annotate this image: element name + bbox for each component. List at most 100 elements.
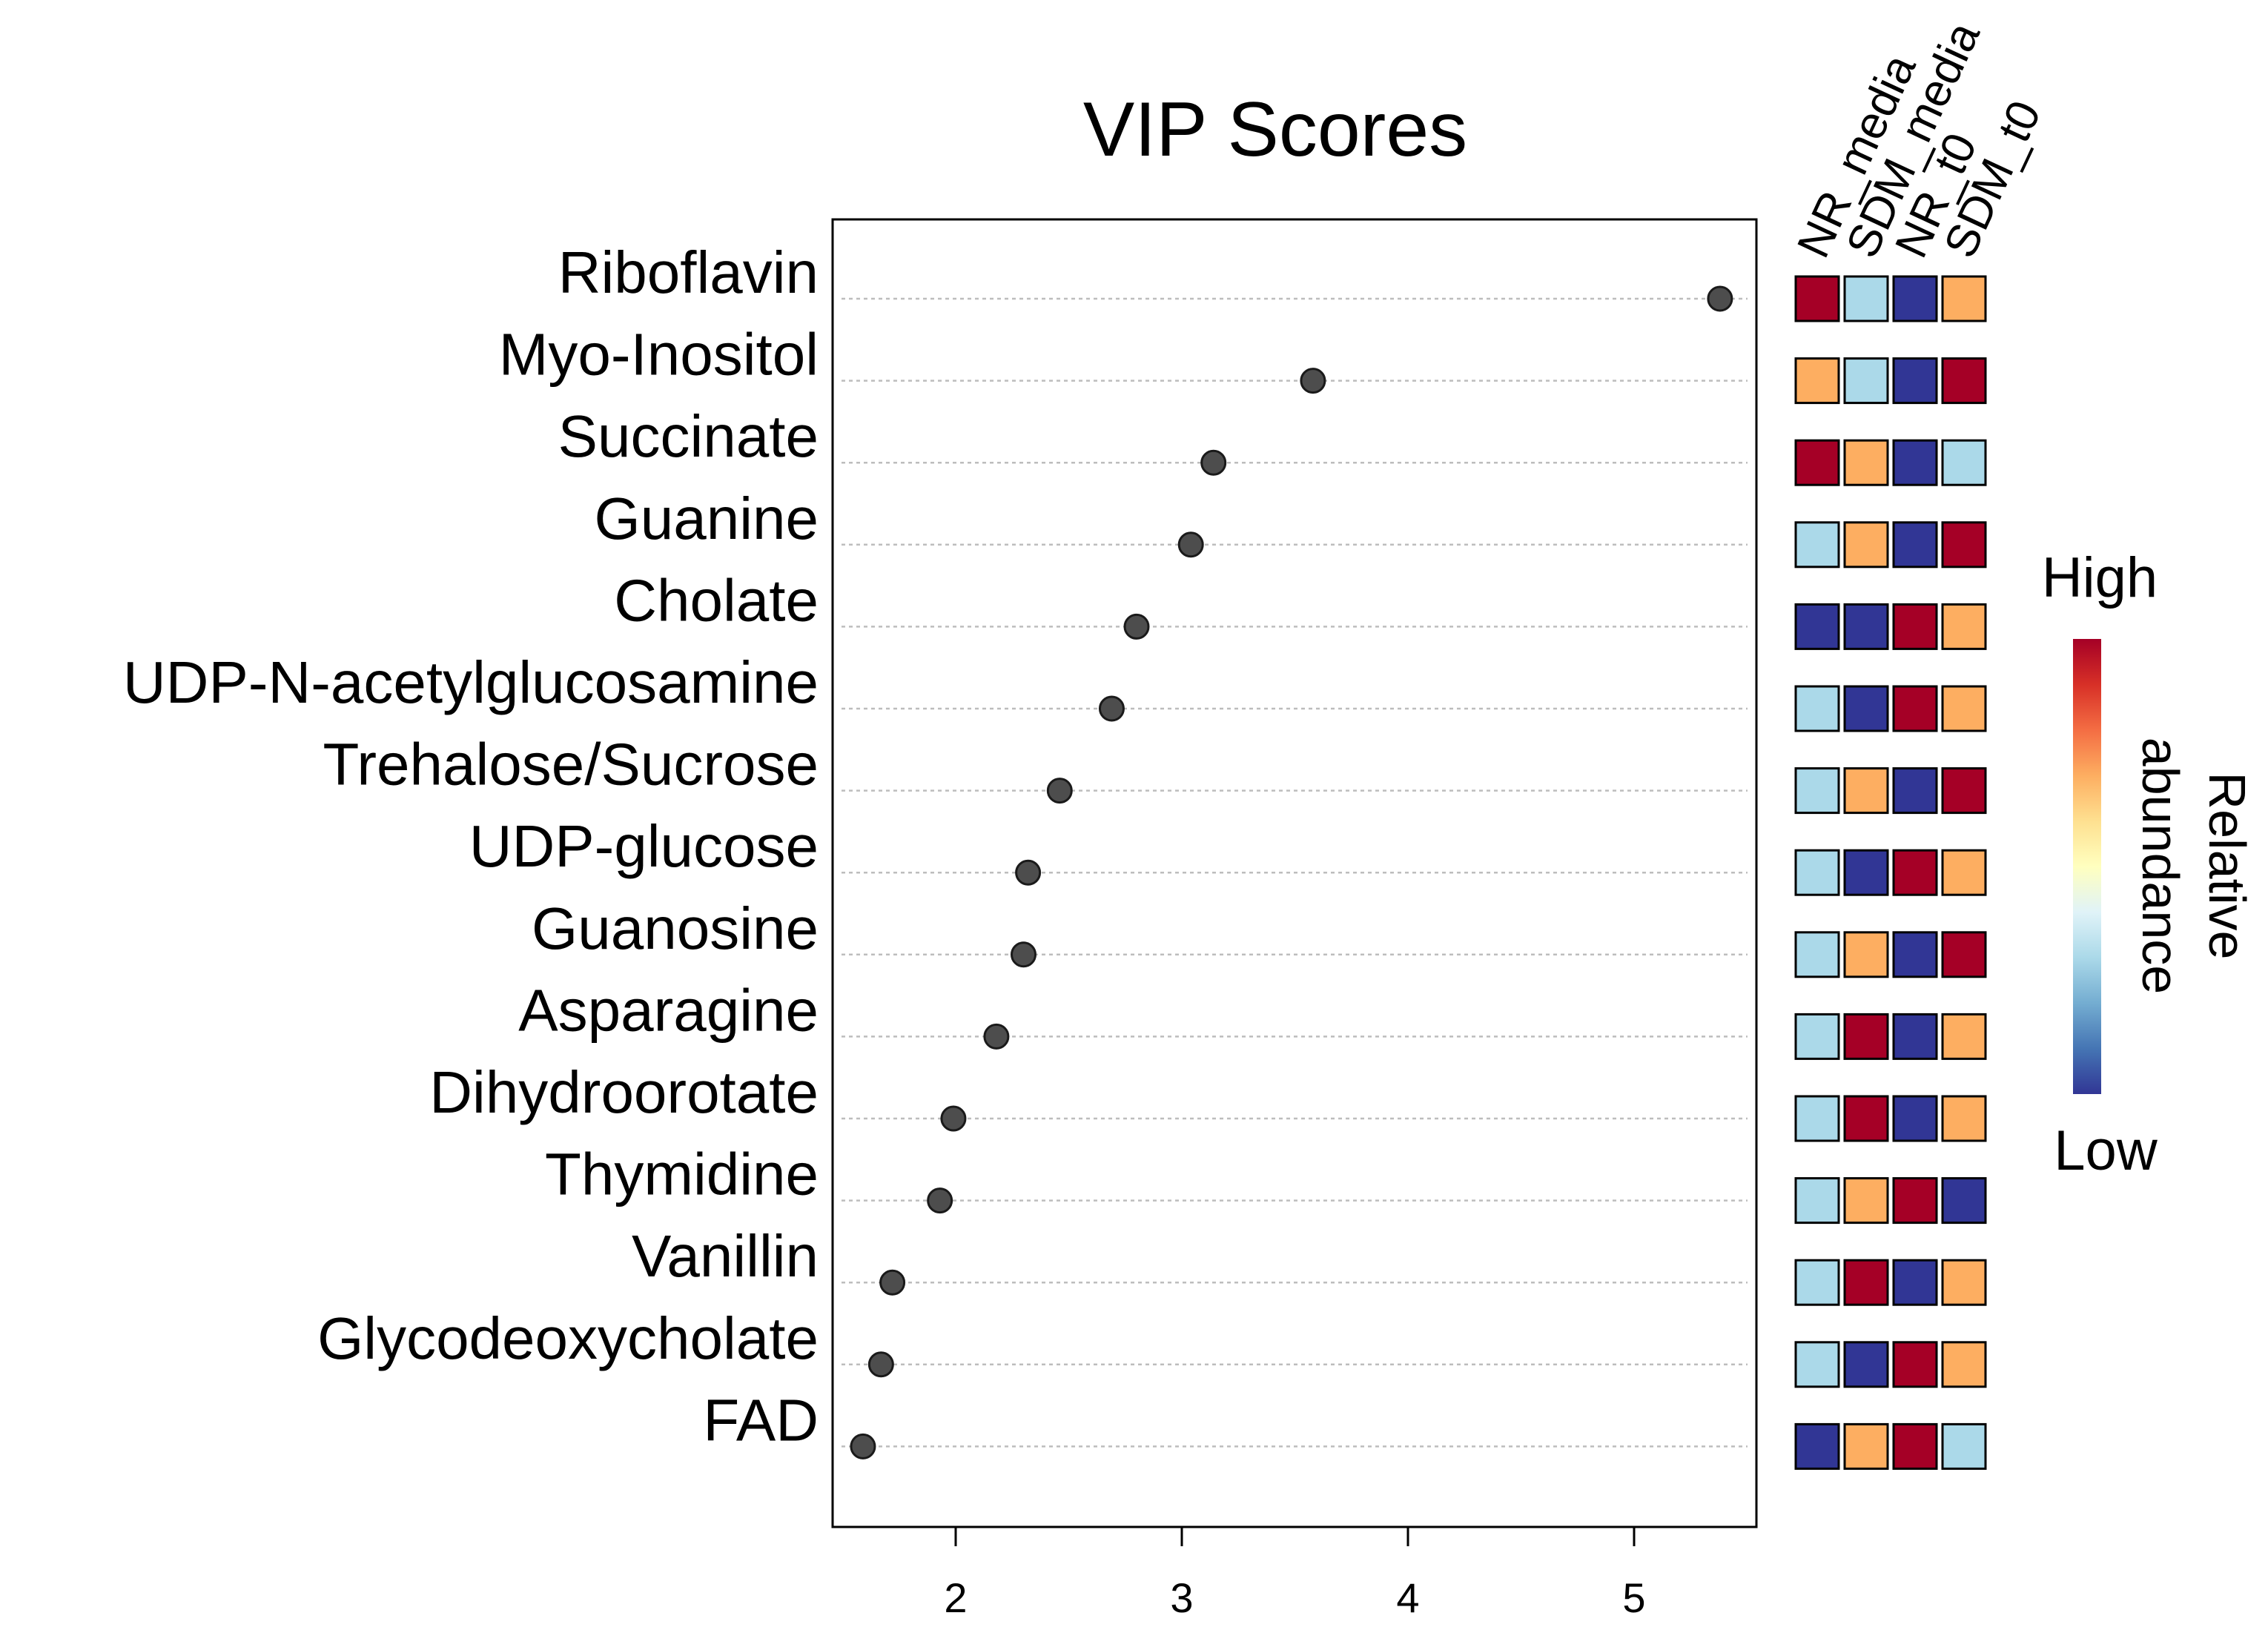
heatmap-cell xyxy=(1843,1095,1889,1142)
heatmap-cell xyxy=(1794,439,1840,486)
metabolite-label: Guanosine xyxy=(532,895,819,961)
heatmap-cell xyxy=(1794,603,1840,650)
metabolite-label: Dihydroorotate xyxy=(429,1059,819,1125)
x-tick-label: 4 xyxy=(1396,1574,1419,1621)
heatmap-cell xyxy=(1843,1259,1889,1306)
heatmap-cell xyxy=(1843,603,1889,650)
heatmap-cell xyxy=(1843,849,1889,896)
heatmap-cell xyxy=(1843,931,1889,978)
metabolite-label: Myo-Inositol xyxy=(499,322,819,388)
heatmap-cell xyxy=(1892,1095,1938,1142)
abundance-heatmap xyxy=(1794,275,1987,1470)
heatmap-cell xyxy=(1892,1013,1938,1060)
vip-point xyxy=(1046,778,1073,804)
vip-point xyxy=(867,1351,894,1378)
legend-color-bar xyxy=(2073,639,2101,1094)
heatmap-cell xyxy=(1794,767,1840,815)
heatmap-cell xyxy=(1843,1013,1889,1060)
vip-point xyxy=(850,1433,876,1460)
vip-point xyxy=(1707,285,1733,312)
heatmap-cell xyxy=(1892,1341,1938,1388)
heatmap-cell xyxy=(1892,357,1938,405)
vip-point xyxy=(940,1105,967,1132)
grid-lines xyxy=(842,297,1748,1448)
heatmap-cell xyxy=(1843,357,1889,405)
heatmap-cell xyxy=(1941,521,1987,569)
metabolite-label: Succinate xyxy=(558,403,819,469)
vip-point xyxy=(1011,941,1037,968)
metabolite-label: Glycodeoxycholate xyxy=(317,1305,819,1371)
heatmap-cell xyxy=(1892,1177,1938,1225)
heatmap-cell xyxy=(1941,1259,1987,1306)
metabolite-label: UDP-N-acetylglucosamine xyxy=(123,649,819,715)
heatmap-cell xyxy=(1794,357,1840,405)
x-tick-label: 3 xyxy=(1170,1574,1193,1621)
metabolite-label: Cholate xyxy=(614,567,819,633)
metabolite-label: FAD xyxy=(703,1387,819,1453)
metabolite-labels: Riboflavin Myo-Inositol Succinate Guanine Ch… xyxy=(123,239,819,1453)
heatmap-cell xyxy=(1843,439,1889,486)
vip-point xyxy=(927,1187,953,1214)
heatmap-cell xyxy=(1941,1422,1987,1470)
vip-point xyxy=(1098,695,1125,722)
x-tick-label: 5 xyxy=(1622,1574,1645,1621)
heatmap-cell xyxy=(1892,1259,1938,1306)
heatmap-cell xyxy=(1941,1013,1987,1060)
heatmap-cell xyxy=(1941,275,1987,322)
heatmap-cell xyxy=(1794,849,1840,896)
heatmap-cell xyxy=(1843,521,1889,569)
heatmap-cell xyxy=(1941,767,1987,815)
heatmap-cell xyxy=(1843,767,1889,815)
x-axis: 2 3 4 5 xyxy=(944,1525,1646,1621)
vip-points xyxy=(850,285,1733,1460)
heatmap-cell xyxy=(1892,1422,1938,1470)
heatmap-cell xyxy=(1892,521,1938,569)
vip-point xyxy=(879,1269,906,1296)
heatmap-cell xyxy=(1843,1177,1889,1225)
heatmap-cell xyxy=(1941,685,1987,732)
chart-title: VIP Scores xyxy=(1083,87,1467,173)
heatmap-cell xyxy=(1843,275,1889,322)
heatmap-cell xyxy=(1892,439,1938,486)
heatmap-cell xyxy=(1892,931,1938,978)
metabolite-label: Vanillin xyxy=(632,1223,819,1289)
heatmap-cell xyxy=(1941,931,1987,978)
heatmap-cell xyxy=(1941,603,1987,650)
heatmap-cell xyxy=(1794,1422,1840,1470)
heatmap-cell xyxy=(1941,1177,1987,1225)
heatmap-cell xyxy=(1794,1259,1840,1306)
metabolite-label: Riboflavin xyxy=(558,239,819,305)
vip-point xyxy=(1300,368,1326,394)
heatmap-cell xyxy=(1794,931,1840,978)
metabolite-label: UDP-glucose xyxy=(469,813,819,879)
abundance-legend: High Low abundance Relative xyxy=(2042,546,2256,1182)
legend-low-label: Low xyxy=(2054,1119,2158,1182)
heatmap-cell xyxy=(1794,275,1840,322)
heatmap-cell xyxy=(1941,357,1987,405)
metabolite-label: Trehalose/Sucrose xyxy=(323,732,819,798)
vip-point xyxy=(1015,859,1042,886)
heatmap-cell xyxy=(1843,1341,1889,1388)
heatmap-cell xyxy=(1941,849,1987,896)
heatmap-cell xyxy=(1794,1177,1840,1225)
metabolite-label: Guanine xyxy=(595,486,819,551)
heatmap-cell xyxy=(1941,439,1987,486)
heatmap-cell xyxy=(1794,1013,1840,1060)
legend-title-line-1: Relative xyxy=(2198,772,2256,960)
heatmap-cell xyxy=(1843,1422,1889,1470)
heatmap-cell xyxy=(1892,275,1938,322)
heatmap-cell xyxy=(1941,1341,1987,1388)
heatmap-cell xyxy=(1941,1095,1987,1142)
legend-high-label: High xyxy=(2042,546,2158,609)
heatmap-cell xyxy=(1843,685,1889,732)
heatmap-cell xyxy=(1892,849,1938,896)
heatmap-cell xyxy=(1892,685,1938,732)
heatmap-cell xyxy=(1892,767,1938,815)
heatmap-cell xyxy=(1794,1341,1840,1388)
x-tick-label: 2 xyxy=(944,1574,967,1621)
vip-point xyxy=(1123,613,1150,640)
heatmap-cell xyxy=(1794,521,1840,569)
vip-point xyxy=(1200,449,1227,476)
